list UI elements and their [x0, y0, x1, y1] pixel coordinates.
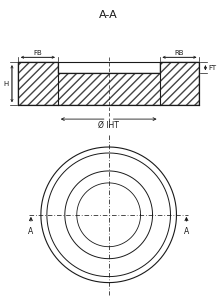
Text: Ø IHT: Ø IHT: [98, 121, 119, 130]
Text: A: A: [184, 227, 189, 236]
Polygon shape: [18, 62, 199, 105]
Text: A: A: [28, 227, 34, 236]
Text: H: H: [4, 81, 9, 87]
Text: A-A: A-A: [99, 11, 118, 20]
Polygon shape: [18, 62, 199, 105]
Text: FB: FB: [34, 50, 42, 56]
Text: FT: FT: [208, 65, 216, 71]
Text: RB: RB: [175, 50, 184, 56]
